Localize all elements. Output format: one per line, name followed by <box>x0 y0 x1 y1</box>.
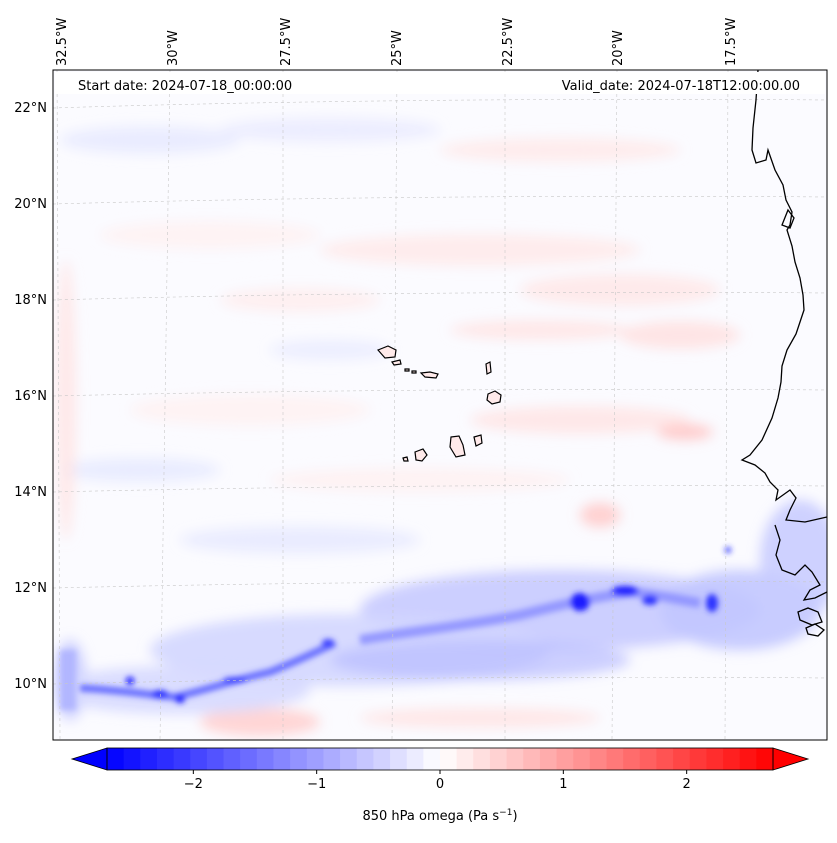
colorbar-cell <box>373 748 391 770</box>
colorbar-cell <box>723 748 741 770</box>
colorbar-cell <box>489 748 507 770</box>
lat-label: 20°N <box>14 197 47 212</box>
lat-label: 18°N <box>14 293 47 308</box>
date-label-background <box>55 72 825 94</box>
map-panel: Start date: 2024-07-18_00:00:00 Valid_da… <box>53 70 827 740</box>
colorbar-cell <box>573 748 591 770</box>
lon-label: 25°W <box>390 30 405 66</box>
colorbar-tick-label: −2 <box>184 777 203 792</box>
omega-field <box>53 118 827 736</box>
colorbar-cell <box>473 748 491 770</box>
colorbar-cell <box>656 748 674 770</box>
colorbar-cell <box>323 748 341 770</box>
colorbar-cell <box>223 748 241 770</box>
colorbar-cell <box>156 748 174 770</box>
colorbar-cell <box>739 748 757 770</box>
coastline <box>740 70 827 637</box>
colorbar: −2 −1 0 1 2 850 hPa omega (Pa s−1) <box>70 747 810 824</box>
lat-label: 22°N <box>14 101 47 116</box>
colorbar-tick-label: 0 <box>436 777 444 792</box>
colorbar-cell <box>706 748 724 770</box>
colorbar-cell <box>556 748 574 770</box>
colorbar-cell <box>256 748 274 770</box>
colorbar-max-extend <box>772 747 810 771</box>
map-frame <box>52 69 828 741</box>
colorbar-cell <box>406 748 424 770</box>
colorbar-cell <box>356 748 374 770</box>
lat-label: 10°N <box>14 677 47 692</box>
colorbar-cell <box>440 748 458 770</box>
longitude-labels: 32.5°W 30°W 27.5°W 25°W 22.5°W 20°W 17.5… <box>55 18 739 66</box>
colorbar-cell <box>390 748 408 770</box>
colorbar-cell <box>107 748 125 770</box>
colorbar-cell <box>506 748 524 770</box>
lon-label: 17.5°W <box>724 18 739 66</box>
colorbar-tick-label: 1 <box>559 777 567 792</box>
lon-label: 27.5°W <box>279 18 294 66</box>
colorbar-cell <box>190 748 208 770</box>
colorbar-cell <box>756 748 774 770</box>
colorbar-min-extend <box>70 747 108 771</box>
lat-label: 16°N <box>14 389 47 404</box>
colorbar-cell <box>273 748 291 770</box>
colorbar-cell <box>240 748 258 770</box>
colorbar-cell <box>423 748 441 770</box>
colorbar-cell <box>623 748 641 770</box>
colorbar-cell <box>606 748 624 770</box>
colorbar-cell <box>206 748 224 770</box>
omega-strong-cores <box>60 547 731 710</box>
colorbar-cell <box>689 748 707 770</box>
colorbar-cell <box>140 748 158 770</box>
graticule <box>53 70 827 740</box>
colorbar-cell <box>340 748 358 770</box>
colorbar-cell <box>589 748 607 770</box>
lon-label: 22.5°W <box>501 18 516 66</box>
colorbar-cell <box>523 748 541 770</box>
colorbar-cell <box>123 748 141 770</box>
lon-label: 32.5°W <box>55 18 70 66</box>
colorbar-label: 850 hPa omega (Pa s−1) <box>362 808 517 824</box>
valid-date-label: Valid_date: 2024-07-18T12:00:00.00 <box>562 79 800 94</box>
colorbar-cell <box>539 748 557 770</box>
colorbar-cell <box>639 748 657 770</box>
lon-label: 20°W <box>611 30 626 66</box>
latitude-labels: 22°N 20°N 18°N 16°N 14°N 12°N 10°N <box>14 101 47 692</box>
colorbar-cells <box>107 748 774 770</box>
colorbar-ticks: −2 −1 0 1 2 <box>184 770 691 792</box>
lon-label: 30°W <box>166 30 181 66</box>
colorbar-cell <box>456 748 474 770</box>
colorbar-cell <box>306 748 324 770</box>
colorbar-tick-label: −1 <box>307 777 326 792</box>
colorbar-tick-label: 2 <box>683 777 691 792</box>
cape-verde-islands <box>376 345 502 462</box>
lat-label: 12°N <box>14 581 47 596</box>
lat-label: 14°N <box>14 485 47 500</box>
colorbar-cell <box>173 748 191 770</box>
colorbar-cell <box>673 748 691 770</box>
colorbar-cell <box>290 748 308 770</box>
start-date-label: Start date: 2024-07-18_00:00:00 <box>78 79 292 94</box>
